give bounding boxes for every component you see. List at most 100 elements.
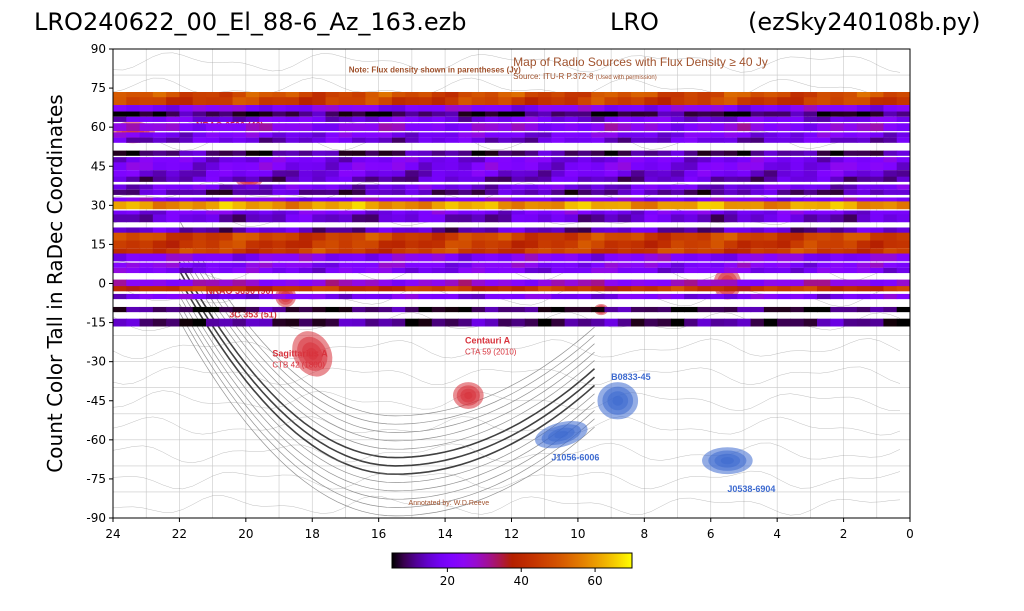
stripe-segment xyxy=(179,286,194,292)
stripe-segment xyxy=(418,170,433,178)
stripe-segment xyxy=(272,105,287,113)
stripe-segment xyxy=(405,137,420,143)
stripe-segment xyxy=(657,111,672,117)
stripe-segment xyxy=(538,232,552,241)
stripe-segment xyxy=(179,116,194,122)
stripe-segment xyxy=(205,162,220,171)
stripe-segment xyxy=(484,123,499,132)
stripe-segment xyxy=(883,91,898,100)
stripe-segment xyxy=(644,286,659,292)
stripe-segment xyxy=(604,91,619,100)
stripe-segment xyxy=(391,318,406,327)
stripe-segment xyxy=(338,279,353,288)
stripe-segment xyxy=(896,170,910,178)
stripe-segment xyxy=(445,214,459,223)
stripe-segment xyxy=(830,286,845,292)
stripe-segment xyxy=(524,189,539,195)
stripe-segment xyxy=(458,248,473,257)
stripe-segment xyxy=(564,262,579,268)
stripe-segment xyxy=(126,132,141,138)
stripe-segment xyxy=(126,262,141,268)
stripe-segment xyxy=(644,201,659,210)
stripe-segment xyxy=(405,116,420,122)
stripe-segment xyxy=(471,293,486,300)
stripe-segment xyxy=(126,97,141,106)
stripe-segment xyxy=(591,162,606,171)
stripe-segment xyxy=(697,214,712,223)
stripe-segment xyxy=(830,267,845,274)
stripe-segment xyxy=(631,232,645,241)
stripe-segment xyxy=(883,157,898,165)
stripe-segment xyxy=(577,306,592,313)
stripe-segment xyxy=(763,240,778,249)
stripe-segment xyxy=(192,253,207,262)
stripe-segment xyxy=(126,157,141,165)
stripe-segment xyxy=(484,286,499,292)
stripe-segment xyxy=(232,137,247,143)
stripe-segment xyxy=(272,97,287,106)
stripe-segment xyxy=(126,286,141,292)
stripe-segment xyxy=(179,293,194,300)
stripe-segment xyxy=(710,123,725,132)
stripe-segment xyxy=(431,197,446,203)
stripe-segment xyxy=(803,97,818,106)
stripe-segment xyxy=(803,248,818,257)
stripe-segment xyxy=(259,105,273,113)
stripe-segment xyxy=(498,227,513,236)
stripe-segment xyxy=(697,137,712,143)
count-stripe xyxy=(113,201,910,210)
stripe-segment xyxy=(710,240,725,249)
stripe-segment xyxy=(445,91,459,100)
stripe-segment xyxy=(232,189,247,195)
stripe-segment xyxy=(604,318,619,327)
stripe-segment xyxy=(644,97,659,106)
stripe-segment xyxy=(312,253,327,262)
source-label: Sagittarius A xyxy=(272,348,328,358)
stripe-segment xyxy=(232,262,247,268)
radio-source-ring xyxy=(612,395,624,406)
stripe-segment xyxy=(365,286,380,292)
stripe-segment xyxy=(737,116,752,122)
stripe-segment xyxy=(843,306,858,313)
stripe-segment xyxy=(139,201,154,210)
stripe-segment xyxy=(285,240,300,249)
stripe-segment xyxy=(139,137,154,143)
stripe-segment xyxy=(378,123,393,132)
stripe-segment xyxy=(139,240,154,249)
stripe-segment xyxy=(856,176,871,182)
stripe-segment xyxy=(219,201,234,210)
stripe-segment xyxy=(126,184,141,190)
stripe-segment xyxy=(896,197,910,203)
stripe-segment xyxy=(113,176,127,182)
stripe-segment xyxy=(538,97,552,106)
stripe-segment xyxy=(710,210,725,216)
stripe-segment xyxy=(498,286,513,292)
stripe-segment xyxy=(139,176,154,182)
stripe-segment xyxy=(378,189,393,195)
stripe-segment xyxy=(856,197,871,203)
stripe-segment xyxy=(285,227,300,236)
stripe-segment xyxy=(737,279,752,288)
stripe-segment xyxy=(205,197,220,203)
stripe-segment xyxy=(179,162,194,171)
stripe-segment xyxy=(245,306,260,313)
stripe-segment xyxy=(298,227,313,236)
stripe-segment xyxy=(498,111,513,117)
stripe-segment xyxy=(219,123,234,132)
stripe-segment xyxy=(511,97,526,106)
stripe-segment xyxy=(179,111,194,117)
stripe-segment xyxy=(750,189,765,195)
stripe-segment xyxy=(684,197,699,203)
stripe-segment xyxy=(684,227,699,236)
stripe-segment xyxy=(724,157,738,165)
stripe-segment xyxy=(564,105,579,113)
stripe-segment xyxy=(551,286,566,292)
stripe-segment xyxy=(803,293,818,300)
stripe-segment xyxy=(803,157,818,165)
stripe-segment xyxy=(870,176,885,182)
stripe-segment xyxy=(458,210,473,216)
stripe-segment xyxy=(657,262,672,268)
stripe-segment xyxy=(391,97,406,106)
stripe-segment xyxy=(551,279,566,288)
map-source: Source: ITU-R P.372-8 (Used with permiss… xyxy=(513,72,657,81)
